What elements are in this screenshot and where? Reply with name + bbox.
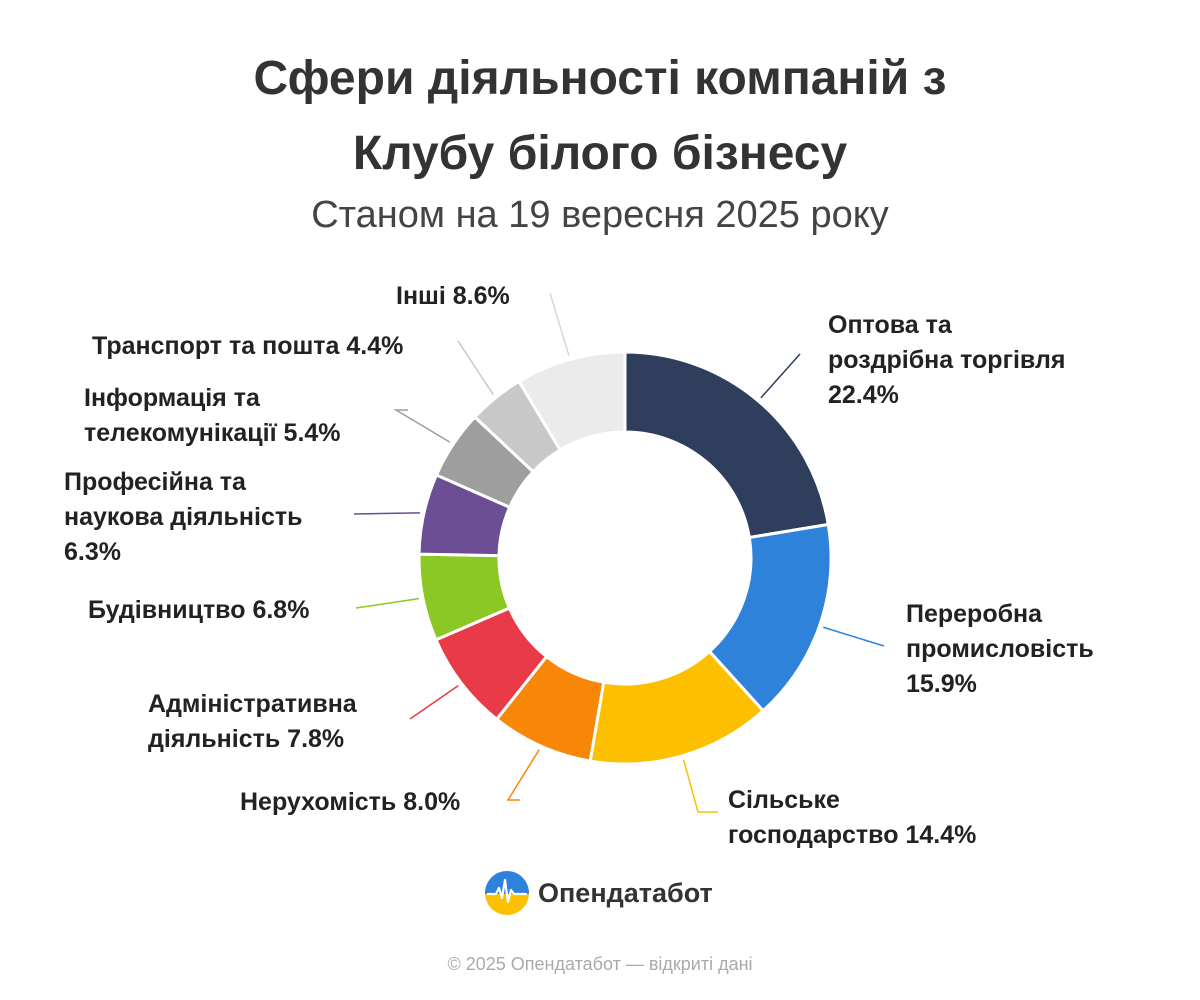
brand-logo: Опендатабот — [484, 870, 713, 916]
label-administrative: Адміністративна діяльність 7.8% — [148, 690, 357, 753]
opendatabot-logo-icon — [485, 871, 529, 915]
leader-line-construction — [355, 597, 420, 609]
logo-text: Опендатабот — [538, 877, 713, 908]
leader-line-wholesale-retail — [760, 353, 801, 399]
leader-line-professional-scientific — [353, 512, 420, 515]
leader-lines — [353, 292, 885, 813]
leader-line-agriculture — [682, 759, 718, 813]
donut-slices — [417, 350, 833, 766]
label-manufacturing: Переробна промисловість 15.9% — [906, 600, 1094, 698]
copyright-footer: © 2025 Опендатабот — відкриті дані — [447, 954, 753, 974]
slice-wholesale-retail — [623, 350, 830, 540]
label-transport-post: Транспорт та пошта 4.4% — [92, 332, 404, 360]
leader-line-real-estate — [506, 749, 540, 801]
leader-line-manufacturing — [823, 626, 885, 647]
chart-title-line-1: Сфери діяльності компаній з — [253, 52, 947, 105]
label-wholesale-retail: Оптова та роздрібна торгівля 22.4% — [828, 311, 1066, 409]
leader-line-transport-post — [457, 340, 494, 395]
slice-other — [517, 350, 627, 452]
leader-line-administrative — [409, 685, 459, 720]
leader-line-information-telecom — [393, 409, 451, 443]
label-agriculture: Сільське господарство 14.4% — [728, 786, 977, 849]
label-information-telecom: Інформація та телекомунікації 5.4% — [84, 384, 341, 447]
label-other: Інші 8.6% — [396, 282, 510, 310]
label-construction: Будівництво 6.8% — [88, 596, 310, 624]
chart-title-line-2: Клубу білого бізнесу — [352, 127, 848, 180]
label-real-estate: Нерухомість 8.0% — [240, 788, 461, 816]
label-professional-scientific: Професійна та наукова діяльність 6.3% — [64, 468, 303, 566]
chart-subtitle: Станом на 19 вересня 2025 року — [311, 194, 889, 236]
leader-line-other — [549, 292, 570, 356]
